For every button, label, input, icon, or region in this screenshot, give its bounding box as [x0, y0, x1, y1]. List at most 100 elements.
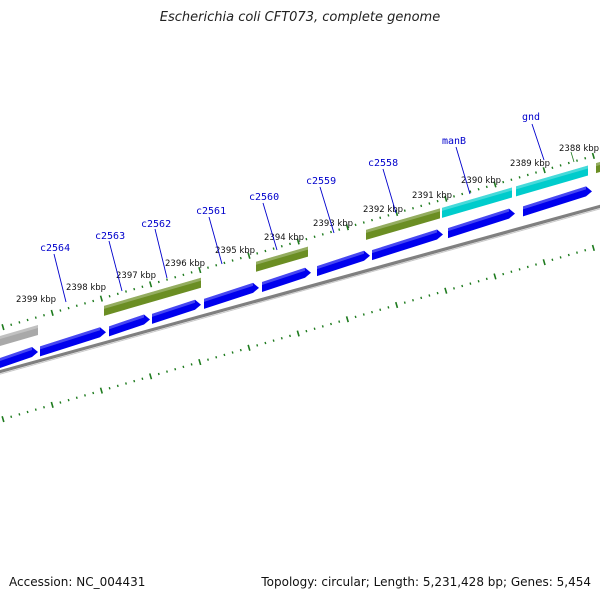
cds-feature-highlight — [152, 299, 195, 317]
inner-tick — [444, 287, 448, 294]
position-label: 2399 kbp — [16, 295, 56, 305]
backbone-shadow — [0, 208, 600, 375]
cds-feature-highlight — [448, 208, 509, 232]
outer-tick — [239, 256, 242, 260]
rrna-feature-highlight — [442, 187, 512, 211]
inner-tick — [116, 384, 119, 388]
inner-tick — [43, 405, 45, 409]
gene-leader-line — [455, 146, 471, 195]
inner-tick — [345, 316, 350, 323]
inner-tick — [67, 398, 70, 402]
misc-feature — [0, 324, 38, 347]
outer-tick — [535, 171, 537, 174]
outer-tick — [280, 245, 283, 248]
outer-tick — [75, 304, 78, 307]
inner-tick — [84, 394, 86, 397]
outer-tick — [26, 318, 29, 322]
gene-label-c2562: c2562 — [141, 219, 171, 230]
cds-feature-body — [262, 267, 311, 293]
rrna-feature — [516, 165, 588, 197]
inner-tick — [34, 408, 37, 411]
gene-label-c2563: c2563 — [95, 231, 125, 242]
cds-feature — [204, 282, 259, 309]
outer-tick — [133, 287, 136, 291]
outer-tick — [141, 285, 144, 288]
outer-tick — [354, 223, 357, 227]
inner-tick — [75, 396, 78, 399]
trna-feature — [256, 246, 308, 272]
inner-tick — [485, 277, 488, 281]
inner-tick — [477, 279, 480, 283]
inner-tick — [296, 330, 300, 337]
outer-tick — [166, 278, 168, 281]
trna-feature-highlight — [256, 246, 308, 265]
inner-tick — [584, 249, 587, 252]
inner-tick — [141, 377, 144, 380]
outer-tick — [453, 195, 455, 198]
outer-tick — [518, 176, 521, 179]
inner-tick — [207, 358, 209, 361]
inner-tick — [231, 351, 234, 354]
cds-feature-body — [317, 250, 370, 277]
cds-feature-body — [0, 346, 38, 368]
trna-feature-body — [366, 208, 440, 240]
inner-tick — [453, 287, 455, 290]
inner-tick — [305, 329, 308, 333]
outer-tick — [394, 209, 399, 217]
outer-tick — [256, 252, 259, 255]
outer-tick — [174, 275, 177, 279]
outer-tick — [157, 280, 160, 284]
outer-tick — [477, 187, 480, 191]
inner-tick — [148, 373, 153, 380]
outer-tick — [43, 313, 45, 317]
outer-tick — [99, 295, 104, 302]
inner-tick — [256, 344, 259, 347]
outer-tick — [289, 242, 291, 246]
outer-tick — [330, 230, 332, 234]
outer-tick — [591, 152, 596, 160]
trna-feature — [596, 162, 600, 174]
outer-tick — [371, 218, 373, 222]
gene-label-manB: manB — [442, 136, 466, 147]
outer-tick — [313, 235, 316, 239]
gene-label-c2559: c2559 — [306, 176, 336, 187]
cds-feature — [317, 250, 370, 277]
outer-tick — [387, 214, 390, 217]
trna-feature-body — [104, 277, 201, 316]
inner-tick — [526, 265, 529, 269]
inner-tick — [394, 301, 399, 309]
position-label: 2395 kbp — [215, 246, 255, 256]
gene-leader-line — [208, 216, 223, 265]
trna-feature — [366, 208, 440, 240]
gene-label-c2564: c2564 — [40, 243, 70, 254]
cds-feature-highlight — [204, 282, 253, 302]
outer-tick — [469, 190, 472, 193]
inner-tick — [510, 270, 513, 273]
outer-tick — [412, 206, 414, 210]
inner-tick — [125, 382, 127, 385]
outer-tick — [420, 204, 423, 208]
inner-tick — [182, 365, 185, 369]
inner-tick — [387, 306, 390, 309]
position-label: 2389 kbp — [510, 159, 550, 169]
misc-feature-highlight — [0, 324, 38, 340]
inner-tick — [420, 296, 423, 300]
outer-tick — [67, 306, 70, 310]
cds-feature-body — [372, 229, 443, 261]
outer-tick — [444, 195, 448, 202]
outer-tick — [34, 316, 37, 319]
inner-tick — [264, 341, 267, 345]
inner-tick — [59, 401, 62, 404]
inner-tick — [542, 259, 546, 266]
position-label: 2398 kbp — [66, 283, 106, 293]
gene-leader-line — [53, 253, 67, 303]
cds-feature — [523, 186, 592, 217]
inner-tick — [493, 273, 497, 280]
rrna-feature-body — [442, 187, 512, 218]
inner-tick — [321, 325, 324, 328]
outer-tick — [264, 249, 267, 253]
trna-feature-body — [256, 246, 308, 272]
outer-tick — [345, 224, 350, 231]
cds-feature-body — [448, 208, 515, 239]
outer-tick — [198, 266, 202, 274]
